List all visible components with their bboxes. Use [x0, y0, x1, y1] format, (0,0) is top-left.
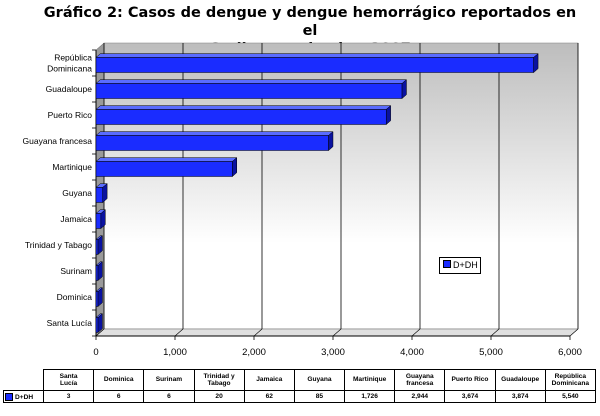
gridline-floor	[490, 328, 500, 337]
data-table-value: 3,674	[444, 390, 496, 403]
category-label: Puerto Rico	[48, 110, 93, 120]
x-tick-label: 3,000	[321, 347, 345, 358]
category-label: Dominica	[57, 292, 93, 302]
data-table-swatch	[5, 392, 13, 401]
bar-end	[102, 183, 108, 204]
x-tick-label: 5,000	[479, 347, 503, 358]
data-table-header: Guyana	[293, 369, 346, 391]
bar	[95, 187, 103, 203]
gridline-floor	[332, 328, 342, 337]
data-table-value: 3,874	[494, 390, 546, 403]
data-table-header: Puerto Rico	[444, 369, 496, 391]
chart-title-line-1: Gráfico 2: Casos de dengue y dengue hemo…	[43, 5, 577, 39]
legend: D+DH	[439, 257, 481, 274]
category-label: Martinique	[52, 162, 92, 172]
bar-end	[328, 131, 334, 152]
bar	[95, 291, 99, 307]
bar-chart: 0 1,000 2,000 3,000 4,000 5,000 6,000 República…	[23, 42, 582, 358]
data-table-header: Santa Lucía	[42, 369, 95, 391]
x-tick-label: 0	[93, 347, 98, 358]
data-table-header: Surinam	[143, 369, 195, 391]
bar	[95, 135, 329, 151]
data-table-value: 6	[93, 390, 145, 403]
gridline-floor	[174, 328, 184, 337]
category-label: Guyana	[62, 188, 92, 198]
bar	[95, 265, 99, 281]
category-label: Guadaloupe	[46, 84, 93, 94]
category-label: Jamaica	[60, 214, 92, 224]
data-table-value-row: D+DH 3 6 6 20 62 85 1,726 2,944 3,674 3,874 5,540	[3, 390, 597, 403]
bar-top	[95, 79, 408, 84]
data-table-header: Guayana francesa	[394, 369, 446, 391]
data-table-row-label: D+DH	[3, 390, 44, 403]
bar	[95, 161, 233, 177]
bar-end	[100, 209, 106, 230]
bar-end	[97, 313, 103, 334]
data-table-header: Martinique	[344, 369, 396, 391]
data-table: Santa Lucía Dominica Surinam Trinidad y Tabag…	[3, 369, 597, 403]
category-label: Santa Lucía	[47, 318, 93, 328]
bar	[95, 83, 403, 99]
data-table-header: Trinidad y Tabago	[193, 369, 245, 391]
data-table-header: República Dominicana	[544, 369, 597, 391]
bar-end	[533, 53, 539, 74]
category-label: Trinidad y Tabago	[25, 240, 92, 250]
data-table-value: 2,944	[394, 390, 446, 403]
x-tick-label: 4,000	[400, 347, 424, 358]
x-tick-label: 6,000	[558, 347, 582, 358]
data-table-row-label-text: D+DH	[15, 393, 34, 401]
data-table-value: 3	[42, 390, 95, 403]
gridline-floor	[95, 328, 105, 337]
category-label: Guayana francesa	[23, 136, 93, 146]
data-table-value: 62	[243, 390, 295, 403]
bar-end	[97, 287, 103, 308]
gridline-floor	[569, 328, 579, 337]
bar-top	[95, 105, 392, 110]
data-table-value: 5,540	[544, 390, 597, 403]
category-label: Dominicana	[47, 64, 92, 74]
bar-top	[95, 157, 238, 162]
data-table-value: 20	[193, 390, 245, 403]
bar	[95, 317, 99, 333]
bar-end	[97, 261, 103, 282]
bar-top	[95, 131, 334, 136]
data-table-header: Dominica	[93, 369, 145, 391]
category-label: Surinam	[60, 266, 92, 276]
x-tick-label: 2,000	[242, 347, 266, 358]
bar-top	[95, 53, 539, 58]
data-table-value: 6	[143, 390, 195, 403]
bar-end	[385, 105, 391, 126]
data-table-value: 85	[293, 390, 346, 403]
bar-end	[401, 79, 407, 100]
bar	[95, 57, 534, 73]
legend-swatch	[443, 260, 451, 268]
gridline-floor	[411, 328, 421, 337]
data-table-header-row: Santa Lucía Dominica Surinam Trinidad y Tabag…	[3, 369, 597, 391]
data-table-header: Jamaica	[243, 369, 295, 391]
bar-end	[232, 157, 238, 178]
bar	[95, 109, 387, 125]
category-label: República	[54, 53, 92, 63]
legend-label: D+DH	[453, 260, 478, 270]
bar	[95, 239, 99, 255]
gridline-floor	[253, 328, 263, 337]
x-tick-label: 1,000	[163, 347, 187, 358]
data-table-corner	[3, 369, 44, 391]
bar	[95, 213, 102, 229]
data-table-value: 1,726	[344, 390, 396, 403]
bar-end	[97, 235, 103, 256]
data-table-header: Guadaloupe	[494, 369, 546, 391]
